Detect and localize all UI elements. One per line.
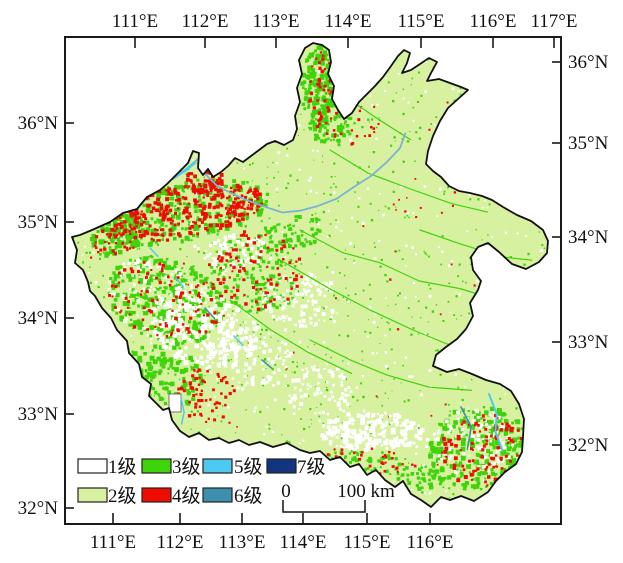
axis-labels: 111°E 112°E 113°E 114°E 115°E 116°E 117°E 111°E… (18, 11, 609, 553)
axis-label-top-2: 113°E (253, 11, 300, 32)
axis-label-bottom-1: 112°E (157, 532, 204, 553)
axis-label-right-4: 32°N (568, 435, 609, 456)
legend-label-level7: 7级 (297, 456, 326, 478)
legend-swatch-level2 (77, 487, 108, 503)
axis-label-left-0: 36°N (18, 113, 59, 134)
axis-label-right-3: 33°N (568, 332, 609, 353)
legend-swatch-level1 (77, 458, 108, 474)
scalebar-end-label: 100 km (337, 481, 395, 502)
axis-label-left-3: 33°N (18, 404, 59, 425)
map-frame (64, 36, 562, 525)
axis-ticks (65, 37, 561, 524)
scalebar: 0 100 km (281, 481, 395, 513)
axis-label-top-0: 111°E (112, 11, 158, 32)
axis-label-bottom-2: 113°E (219, 532, 266, 553)
scalebar-bracket (282, 500, 366, 513)
axis-label-bottom-4: 115°E (344, 532, 391, 553)
legend-swatch-level7 (266, 458, 297, 474)
axis-label-top-5: 116°E (470, 11, 517, 32)
scalebar-start-label: 0 (281, 481, 291, 502)
axis-label-top-3: 114°E (325, 11, 372, 32)
raster-layer (72, 43, 548, 507)
axis-label-left-4: 32°N (18, 498, 59, 519)
legend-label-level6: 6级 (234, 485, 263, 507)
axis-label-right-0: 36°N (568, 52, 609, 73)
legend-label-level3: 3级 (172, 456, 201, 478)
legend-swatch-level5 (202, 458, 233, 474)
axis-label-bottom-0: 111°E (90, 532, 136, 553)
legend-label-level4: 4级 (172, 485, 201, 507)
province-boundary (71, 42, 549, 508)
axis-label-top-1: 112°E (182, 11, 229, 32)
legend-swatch-level4 (141, 487, 172, 503)
axis-label-right-1: 35°N (568, 133, 609, 154)
legend-label-level2: 2级 (108, 485, 137, 507)
axis-label-right-2: 34°N (568, 227, 609, 248)
legend-swatch-level3 (141, 458, 172, 474)
legend-label-level1: 1级 (108, 456, 137, 478)
legend: 1级 3级 5级 7级 2级 4级 6级 (77, 456, 326, 507)
axis-label-left-1: 35°N (18, 212, 59, 233)
axis-label-bottom-3: 114°E (280, 532, 327, 553)
axis-label-top-4: 115°E (398, 11, 445, 32)
legend-swatch-level6 (202, 487, 233, 503)
axis-label-left-2: 34°N (18, 308, 59, 329)
axis-label-top-6: 117°E (531, 11, 578, 32)
legend-label-level5: 5级 (234, 456, 263, 478)
axis-label-bottom-5: 116°E (407, 532, 454, 553)
